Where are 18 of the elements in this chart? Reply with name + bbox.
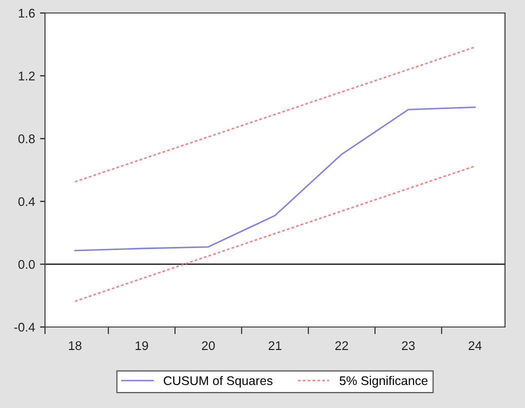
y-tick-label: 0.0 bbox=[18, 260, 35, 269]
y-tick-label: 0.4 bbox=[18, 197, 35, 206]
y-tick-label: 1.6 bbox=[18, 8, 35, 18]
line-series bbox=[74, 165, 476, 302]
x-tick-label: 23 bbox=[402, 341, 415, 350]
x-tick-label: 22 bbox=[335, 341, 348, 350]
x-tick-label: 19 bbox=[136, 341, 148, 350]
x-tick-label: 21 bbox=[268, 341, 282, 350]
legend-label: 5% Significance bbox=[340, 376, 428, 388]
line-series bbox=[74, 106, 476, 252]
y-tick-label: 0.8 bbox=[18, 134, 35, 144]
x-tick-label: 24 bbox=[468, 341, 482, 350]
line-series bbox=[74, 46, 476, 182]
y-tick-label: -0.4 bbox=[14, 322, 35, 332]
legend-label: CUSUM of Squares bbox=[164, 376, 272, 388]
y-tick-label: 1.2 bbox=[18, 72, 35, 80]
x-tick-label: 20 bbox=[202, 341, 215, 350]
x-tick-label: 18 bbox=[69, 341, 82, 350]
